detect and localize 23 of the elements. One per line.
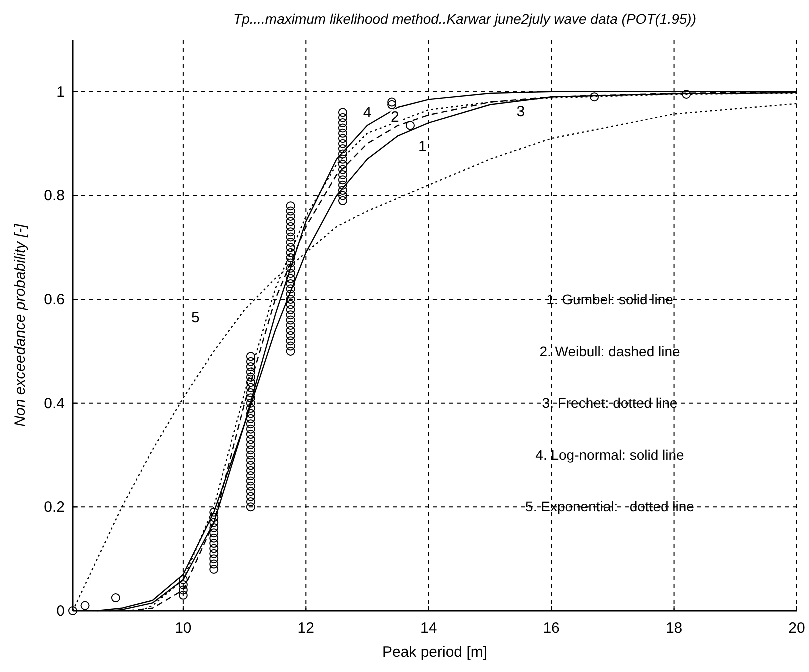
x-tick-label: 16	[543, 620, 560, 637]
x-axis-title: Peak period [m]	[382, 644, 488, 661]
x-tick-label: 10	[175, 620, 192, 637]
annotation: 4. Log-normal: solid line	[536, 446, 685, 463]
y-tick-label: 0	[56, 603, 65, 620]
series-label: 3	[516, 104, 526, 121]
y-tick-label: 0.4	[44, 395, 65, 412]
annotation: 2. Weibull: dashed line	[540, 343, 681, 360]
series-label: 5	[192, 310, 200, 327]
y-tick-label: 1	[56, 84, 65, 101]
chart-title: Tp....maximum likelihood method..Karwar june2july wave data (POT(1.95))	[234, 11, 696, 27]
x-tick-label: 12	[298, 620, 314, 637]
series-label: 4	[363, 104, 372, 122]
x-tick-label: 20	[788, 620, 806, 637]
y-axis-title: Non exceedance probability [-]	[12, 223, 29, 427]
annotation: 3. Frechet: dotted line	[542, 395, 678, 412]
series-label: 2	[390, 108, 400, 126]
y-tick-label: 0.6	[44, 292, 65, 309]
x-tick-label: 18	[666, 620, 683, 637]
y-tick-label: 0.8	[44, 188, 65, 205]
y-tick-label: 0.2	[44, 499, 65, 516]
x-tick-label: 14	[420, 620, 438, 637]
series-label: 1	[418, 138, 427, 156]
